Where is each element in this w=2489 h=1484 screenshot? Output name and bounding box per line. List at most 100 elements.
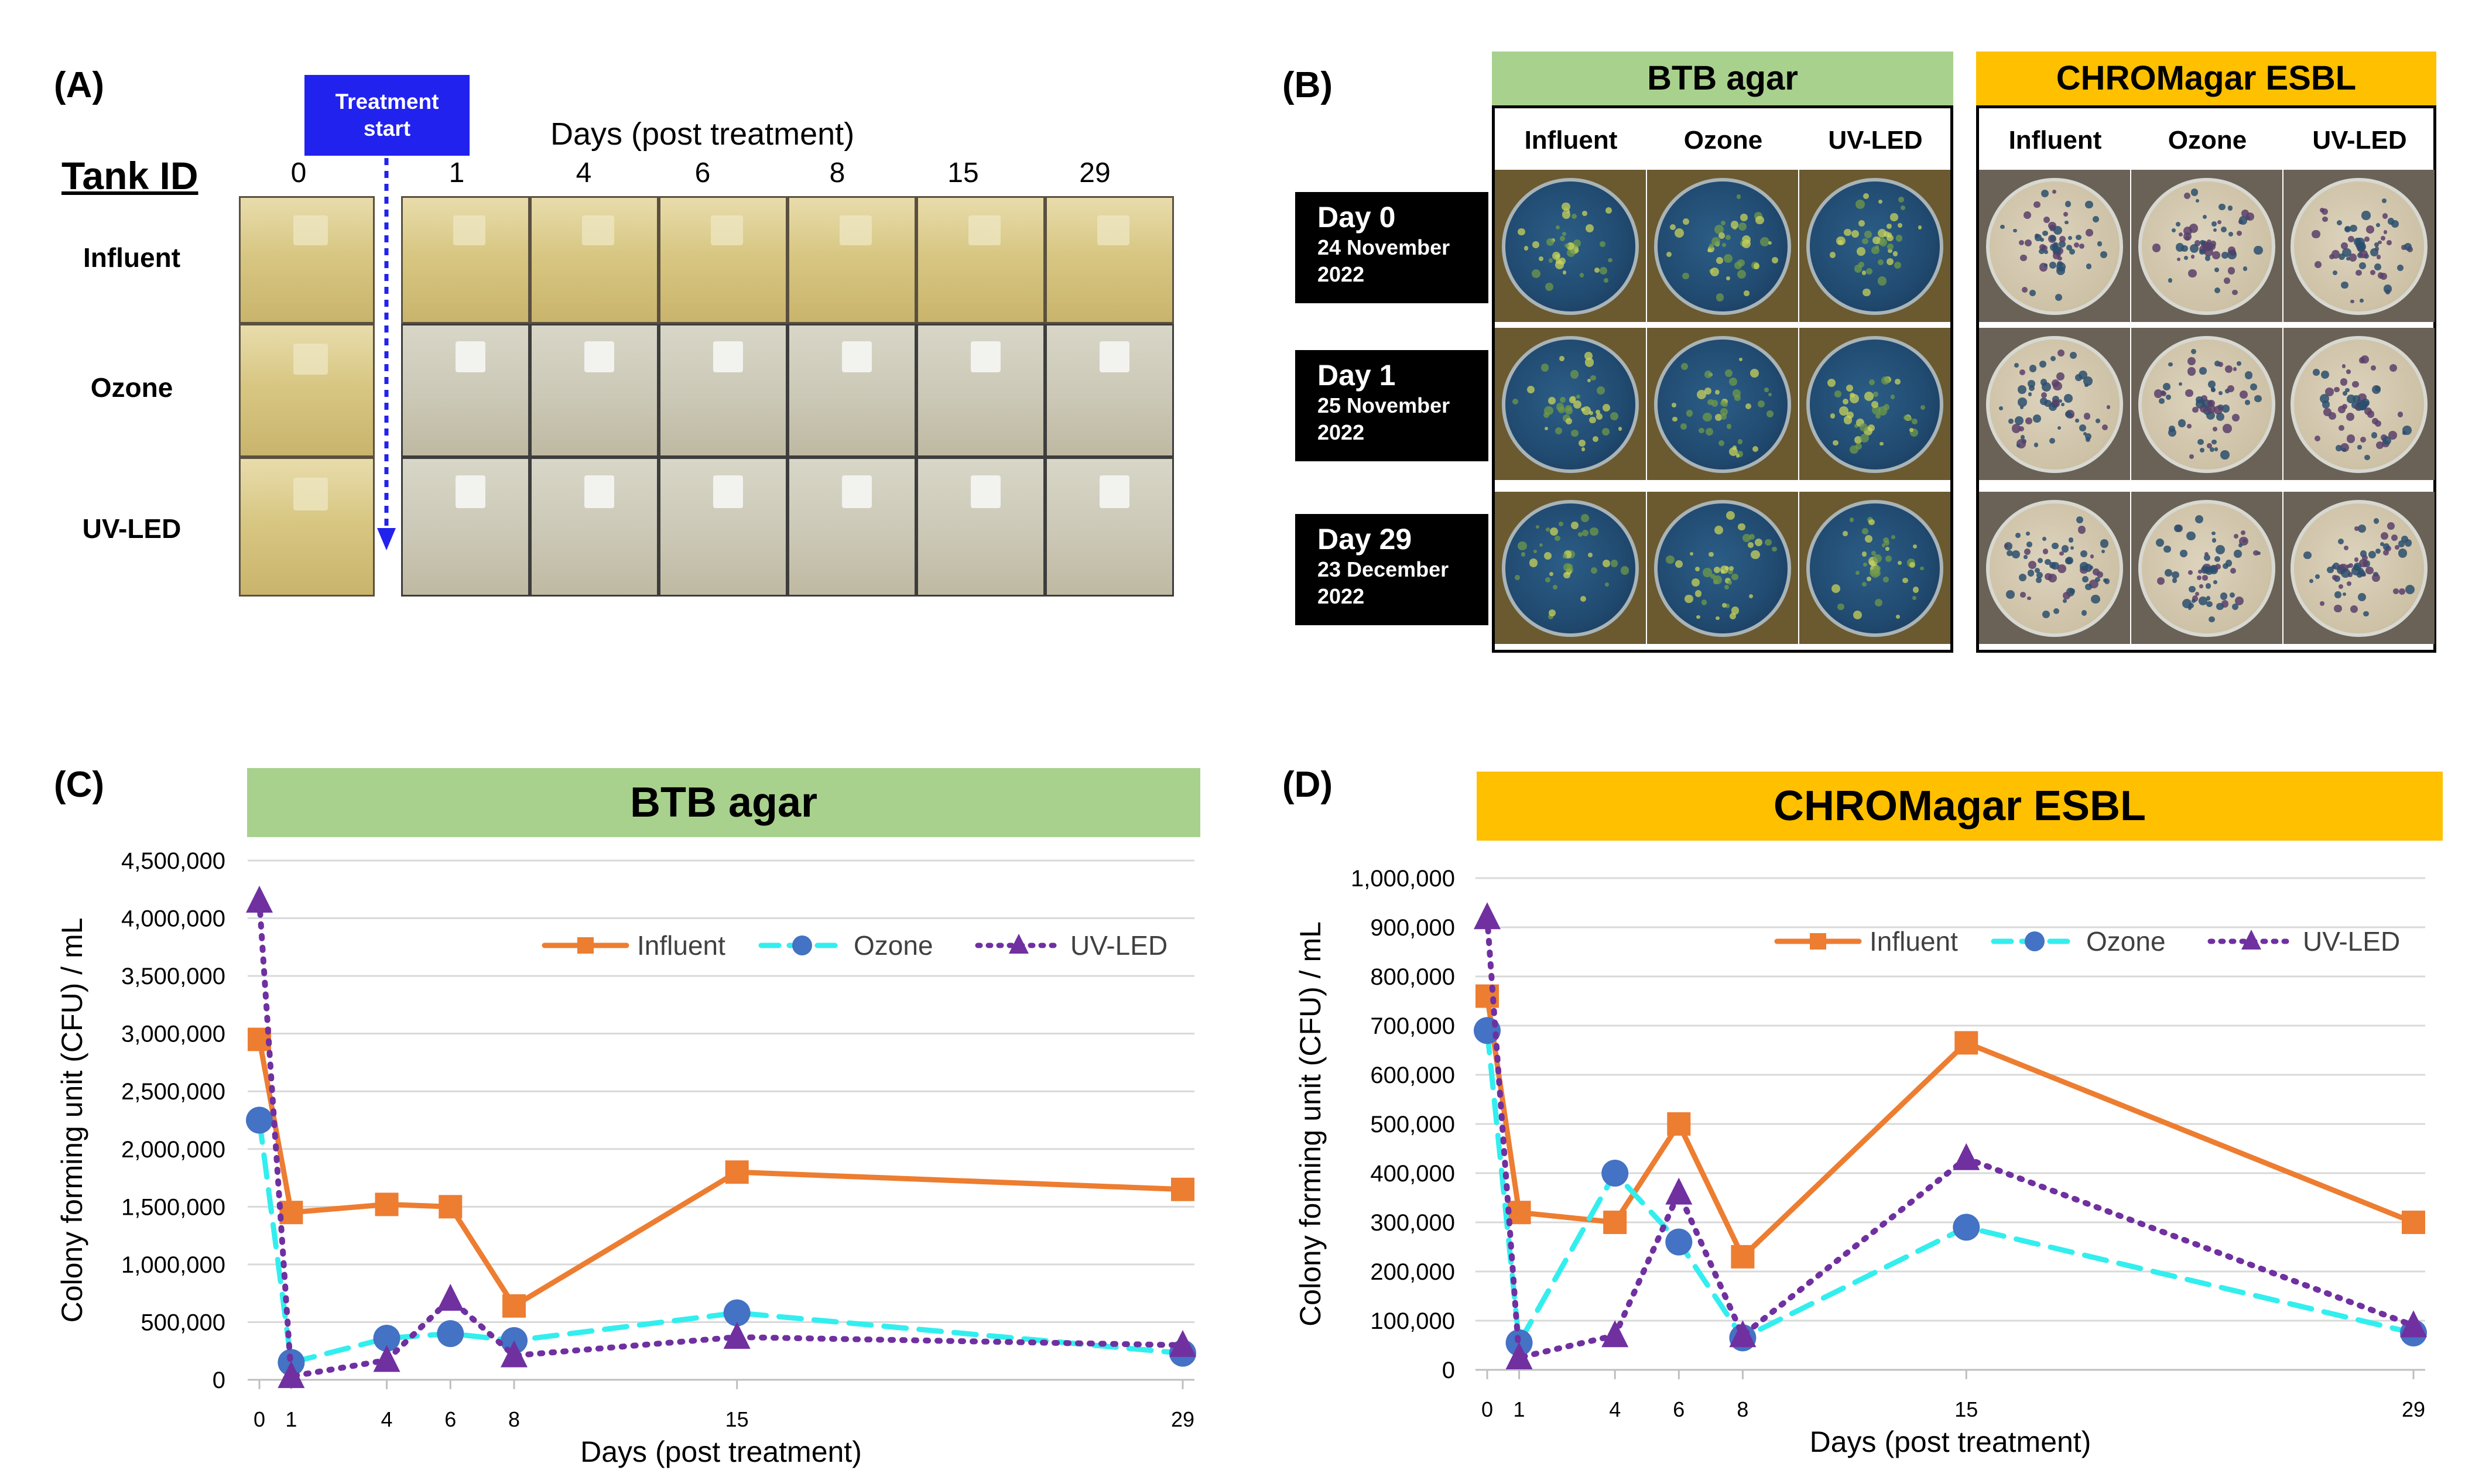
colony-dot: [1903, 414, 1909, 421]
colony-dot: [1887, 235, 1894, 242]
series-influent: [1475, 984, 2425, 1269]
colony-dot: [1873, 392, 1878, 397]
colony-dot: [2357, 445, 2362, 450]
row-label-day-1: Day 1 25 November 2022: [1295, 350, 1488, 461]
colony-dot: [2040, 237, 2045, 242]
colony-dot: [1849, 517, 1854, 522]
x-tick-label: 0: [254, 1407, 265, 1431]
colony-dot: [2332, 562, 2340, 570]
colony-dot: [1870, 570, 1877, 577]
colony-dot: [1913, 544, 1917, 549]
colony-dot: [1587, 553, 1593, 558]
colony-dot: [2097, 571, 2103, 578]
colony-dot: [1694, 567, 1700, 572]
colony-dot: [1545, 527, 1550, 532]
colony-dot: [1862, 238, 1868, 245]
colony-dot: [2012, 550, 2021, 558]
colony-dot: [2320, 394, 2329, 404]
colony-dot: [2189, 454, 2194, 459]
colony-dot: [2024, 555, 2028, 559]
colony-dot: [2057, 564, 2066, 573]
colony-dot: [1602, 428, 1610, 436]
colony-dot: [1877, 229, 1887, 238]
y-tick-label: 3,000,000: [121, 1022, 225, 1047]
colony-dot: [1595, 409, 1601, 415]
colony-dot: [1555, 253, 1560, 259]
colony-dot: [1753, 263, 1760, 269]
colony-dot: [2172, 571, 2180, 579]
y-tick-label: 100,000: [1370, 1308, 1455, 1334]
colony-dot: [1842, 398, 1849, 405]
colony-dot: [1891, 534, 1895, 539]
colony-dot: [2079, 243, 2085, 249]
colony-dot: [1517, 541, 1527, 551]
colony-dot: [1858, 261, 1865, 268]
colony-dot: [2383, 543, 2390, 550]
colony-dot: [1549, 571, 1554, 576]
series-influent: [248, 1027, 1194, 1318]
colony-dot: [2196, 396, 2203, 404]
colony-dot: [2345, 388, 2350, 393]
colony-dot: [2020, 592, 2026, 598]
colony-dot: [1572, 213, 1577, 219]
colony-dot: [1855, 571, 1860, 575]
colony-dot: [1573, 239, 1581, 247]
colony-dot: [2065, 201, 2072, 207]
colony-dot: [2383, 230, 2387, 234]
data-point: [1731, 1245, 1755, 1269]
colony-dot: [2320, 370, 2329, 379]
colony-dot: [2211, 531, 2216, 536]
x-tick-label: 4: [381, 1407, 393, 1431]
colony-dot: [2359, 298, 2364, 303]
colony-dot: [2065, 411, 2072, 418]
colony-dot: [1716, 256, 1723, 264]
colony-dot: [1562, 232, 1567, 236]
colony-dot: [2055, 294, 2062, 301]
data-point: [723, 1299, 751, 1327]
colony-dot: [2199, 448, 2204, 453]
colony-dot: [1740, 213, 1748, 221]
colony-dot: [2168, 278, 2173, 283]
colony-dot: [1558, 521, 1563, 527]
colony-dot: [2205, 583, 2211, 589]
colony-dot: [2389, 364, 2398, 372]
colony-dot: [1603, 403, 1610, 412]
colony-dot: [1581, 447, 1585, 451]
colony-dot: [1686, 410, 1693, 417]
day-label-0: 0: [290, 157, 307, 189]
colony-dot: [1672, 403, 1676, 407]
legend-label: UV-LED: [1070, 930, 1168, 961]
colony-dot: [2313, 369, 2320, 376]
day-label-8: 8: [829, 157, 845, 189]
colony-dot: [1877, 276, 1887, 286]
colony-dot: [2345, 226, 2350, 231]
colony-dot: [2180, 550, 2187, 557]
series-ozone: [1474, 1017, 2427, 1356]
colony-dot: [2168, 362, 2173, 367]
data-point: [1474, 902, 1501, 930]
colony-dot: [1562, 202, 1570, 211]
colony-dot: [1720, 400, 1727, 406]
colony-dot: [1878, 406, 1888, 416]
colony-dot: [2381, 198, 2387, 204]
colony-dot: [2033, 443, 2039, 447]
colony-dot: [1759, 237, 1769, 246]
chrom-col-ozone: Ozone: [2168, 126, 2247, 155]
colony-dot: [1742, 534, 1751, 542]
colony-dot: [1833, 440, 1838, 445]
colony-dot: [2375, 549, 2381, 554]
colony-dot: [2216, 602, 2224, 611]
colony-dot: [1532, 241, 1540, 248]
colony-dot: [1539, 256, 1544, 261]
colony-dot: [1724, 585, 1729, 590]
colony-dot: [2222, 424, 2232, 433]
chart-c: 0 500,000 1,000,000 1,500,000 2,000,000 2,500…: [56, 848, 1196, 1468]
colony-dot: [2102, 424, 2108, 431]
colony-dot: [2210, 241, 2217, 248]
colony-dot: [2394, 545, 2400, 550]
colony-dot: [2364, 454, 2370, 461]
y-tick-label: 400,000: [1370, 1161, 1455, 1187]
colony-dot: [1745, 403, 1752, 410]
legend-label: Influent: [1870, 926, 1958, 957]
colony-dot: [1844, 229, 1851, 237]
